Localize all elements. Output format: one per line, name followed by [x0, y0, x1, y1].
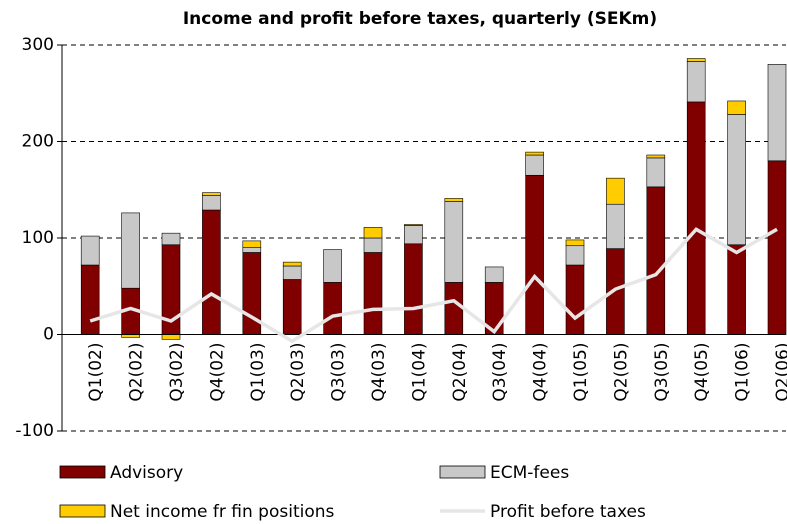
bar: [404, 225, 423, 245]
x-tick-label: Q2(04): [450, 343, 470, 402]
x-tick-label: Q4(04): [531, 343, 551, 402]
x-tick-label: Q3(04): [490, 343, 510, 402]
bar: [161, 232, 181, 246]
bar: [686, 58, 706, 62]
bar: [565, 245, 585, 266]
y-tick-label: 300: [22, 35, 54, 55]
x-tick-label: Q4(03): [369, 343, 389, 402]
bar: [282, 279, 302, 335]
bar: [444, 198, 464, 202]
legend-swatch: [59, 465, 106, 479]
bar: [202, 192, 221, 196]
bar: [525, 154, 544, 176]
bar: [727, 100, 746, 115]
bar: [282, 265, 302, 280]
legend-label: ECM-fees: [490, 463, 569, 483]
bar: [525, 174, 544, 335]
y-tick-label: 200: [22, 132, 54, 152]
bar: [121, 212, 140, 289]
bar: [202, 209, 221, 335]
bar: [727, 114, 746, 246]
bar: [363, 252, 383, 335]
x-tick-label: Q2(02): [127, 343, 147, 402]
bar: [80, 235, 100, 266]
bar: [767, 64, 787, 162]
bar: [686, 101, 706, 335]
x-tick-label: Q1(02): [86, 343, 106, 402]
x-tick-label: Q2(03): [288, 343, 308, 402]
chart-title: Income and profit before taxes, quarterl…: [183, 9, 657, 29]
x-tick-label: Q3(05): [652, 343, 672, 402]
bar: [565, 264, 585, 335]
y-tick-label: -100: [15, 421, 54, 441]
y-tick-label: 0: [43, 325, 54, 345]
bar: [767, 160, 787, 335]
bar: [444, 201, 464, 283]
line: [89, 227, 778, 344]
bar: [242, 240, 262, 248]
bar: [202, 195, 221, 211]
legend-label: Advisory: [110, 463, 183, 483]
bar: [525, 151, 544, 156]
bar: [606, 203, 625, 249]
bar: [404, 224, 423, 226]
legend-label: Net income fr fin positions: [110, 502, 335, 522]
bar: [80, 264, 100, 335]
bar: [282, 261, 302, 267]
x-tick-label: Q4(05): [692, 343, 712, 402]
x-tick-label: Q1(04): [409, 343, 429, 402]
x-tick-label: Q2(05): [611, 343, 631, 402]
bar: [323, 249, 342, 283]
bar: [484, 266, 504, 283]
bar: [161, 334, 181, 340]
legend-swatch: [439, 465, 486, 479]
bar: [646, 186, 666, 335]
x-tick-label: Q1(05): [571, 343, 591, 402]
bar: [565, 239, 585, 247]
bar: [444, 282, 464, 335]
bar: [646, 157, 666, 188]
x-tick-label: Q2(06): [773, 343, 787, 402]
bar: [404, 243, 423, 335]
legend-swatch: [59, 504, 106, 518]
bar: [646, 154, 666, 159]
bar: [686, 61, 706, 103]
bar: [363, 237, 383, 253]
bar: [323, 282, 342, 335]
x-tick-label: Q3(02): [167, 343, 187, 402]
bar: [242, 247, 262, 253]
bar: [606, 177, 625, 205]
x-tick-label: Q1(06): [733, 343, 753, 402]
bar: [363, 227, 383, 239]
x-tick-label: Q3(03): [329, 343, 349, 402]
legend-label: Profit before taxes: [490, 502, 646, 522]
x-tick-label: Q4(02): [207, 343, 227, 402]
x-tick-label: Q1(03): [248, 343, 268, 402]
bar: [727, 244, 746, 335]
y-tick-label: 100: [22, 228, 54, 248]
